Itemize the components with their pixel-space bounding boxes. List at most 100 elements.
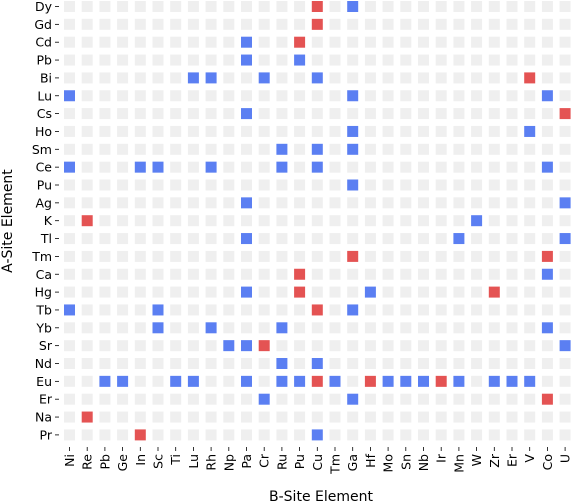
cell-empty — [435, 250, 447, 262]
cell-empty — [453, 161, 465, 173]
cell-empty — [205, 358, 217, 369]
cell-empty — [152, 179, 164, 191]
cell-empty — [559, 72, 571, 84]
cell-Lu-Co-blue — [541, 90, 553, 102]
cell-empty — [99, 250, 111, 262]
cell-empty — [400, 108, 412, 120]
x-tick-label: Ti — [168, 454, 183, 466]
cell-empty — [117, 1, 129, 12]
cell-empty — [418, 358, 429, 369]
cell-empty — [524, 358, 536, 369]
cell-Ce-In-blue — [134, 161, 146, 173]
cell-empty — [311, 215, 323, 227]
cell-empty — [223, 54, 235, 66]
cell-empty — [117, 161, 129, 173]
cell-empty — [64, 375, 75, 387]
cell-empty — [453, 268, 465, 280]
cell-empty — [329, 125, 341, 137]
y-tick-label: Ce — [36, 160, 53, 175]
cell-empty — [170, 179, 182, 191]
cell-empty — [311, 90, 323, 102]
cell-empty — [347, 18, 359, 30]
cell-empty — [294, 304, 306, 316]
x-tick-label: In — [133, 454, 148, 466]
cell-empty — [241, 1, 252, 12]
cell-empty — [187, 268, 199, 280]
cell-empty — [418, 125, 429, 137]
cell-empty — [382, 54, 394, 66]
cell-empty — [329, 304, 341, 316]
cell-empty — [471, 358, 483, 369]
cell-empty — [81, 429, 93, 441]
cell-Eu-Cu-red — [311, 375, 323, 387]
cell-empty — [276, 268, 288, 280]
cell-empty — [294, 429, 306, 441]
cell-empty — [152, 268, 164, 280]
cell-empty — [347, 36, 359, 48]
cell-empty — [541, 143, 553, 155]
cell-empty — [506, 429, 518, 441]
cell-empty — [400, 250, 412, 262]
cell-empty — [152, 90, 164, 102]
cell-empty — [81, 54, 93, 66]
cell-empty — [559, 393, 571, 405]
cell-empty — [187, 233, 199, 245]
cell-empty — [559, 304, 571, 316]
cell-empty — [524, 18, 536, 30]
cell-empty — [524, 393, 536, 405]
cell-empty — [152, 393, 164, 405]
cell-empty — [541, 286, 553, 298]
cell-empty — [99, 54, 111, 66]
cell-empty — [205, 340, 217, 352]
cell-empty — [541, 233, 553, 245]
cell-empty — [488, 411, 500, 423]
cell-empty — [223, 233, 235, 245]
cell-empty — [471, 393, 483, 405]
x-tick-label: Hf — [363, 453, 378, 467]
cell-empty — [506, 233, 518, 245]
cell-Dy-Cu-red — [311, 1, 323, 12]
cell-empty — [506, 304, 518, 316]
cell-empty — [187, 161, 199, 173]
cell-empty — [258, 1, 270, 12]
cell-empty — [311, 125, 323, 137]
cell-empty — [488, 143, 500, 155]
cell-empty — [134, 268, 146, 280]
cell-empty — [258, 36, 270, 48]
x-tick-label: Lu — [186, 454, 201, 469]
cell-empty — [471, 36, 483, 48]
cell-empty — [435, 393, 447, 405]
cell-empty — [64, 72, 75, 84]
cell-empty — [347, 322, 359, 334]
cell-empty — [329, 233, 341, 245]
cell-empty — [400, 268, 412, 280]
cell-empty — [506, 250, 518, 262]
cell-empty — [294, 179, 306, 191]
cell-empty — [364, 90, 376, 102]
cell-empty — [99, 358, 111, 369]
cell-empty — [134, 125, 146, 137]
cell-empty — [382, 90, 394, 102]
cell-empty — [400, 393, 412, 405]
cell-Sr-Np-blue — [223, 340, 235, 352]
cell-empty — [187, 125, 199, 137]
cell-empty — [488, 304, 500, 316]
cell-Er-Ga-blue — [347, 393, 359, 405]
cell-empty — [117, 197, 129, 209]
cell-empty — [541, 358, 553, 369]
cell-empty — [117, 393, 129, 405]
cell-empty — [418, 393, 429, 405]
cell-empty — [64, 429, 75, 441]
cell-empty — [488, 340, 500, 352]
x-tick-label: Mn — [451, 454, 466, 473]
cell-empty — [506, 125, 518, 137]
cell-empty — [64, 393, 75, 405]
cell-empty — [294, 233, 306, 245]
cell-empty — [152, 233, 164, 245]
cell-empty — [524, 1, 536, 12]
cell-empty — [541, 36, 553, 48]
cell-empty — [170, 286, 182, 298]
cell-empty — [117, 358, 129, 369]
cell-empty — [524, 108, 536, 120]
cell-empty — [241, 304, 252, 316]
